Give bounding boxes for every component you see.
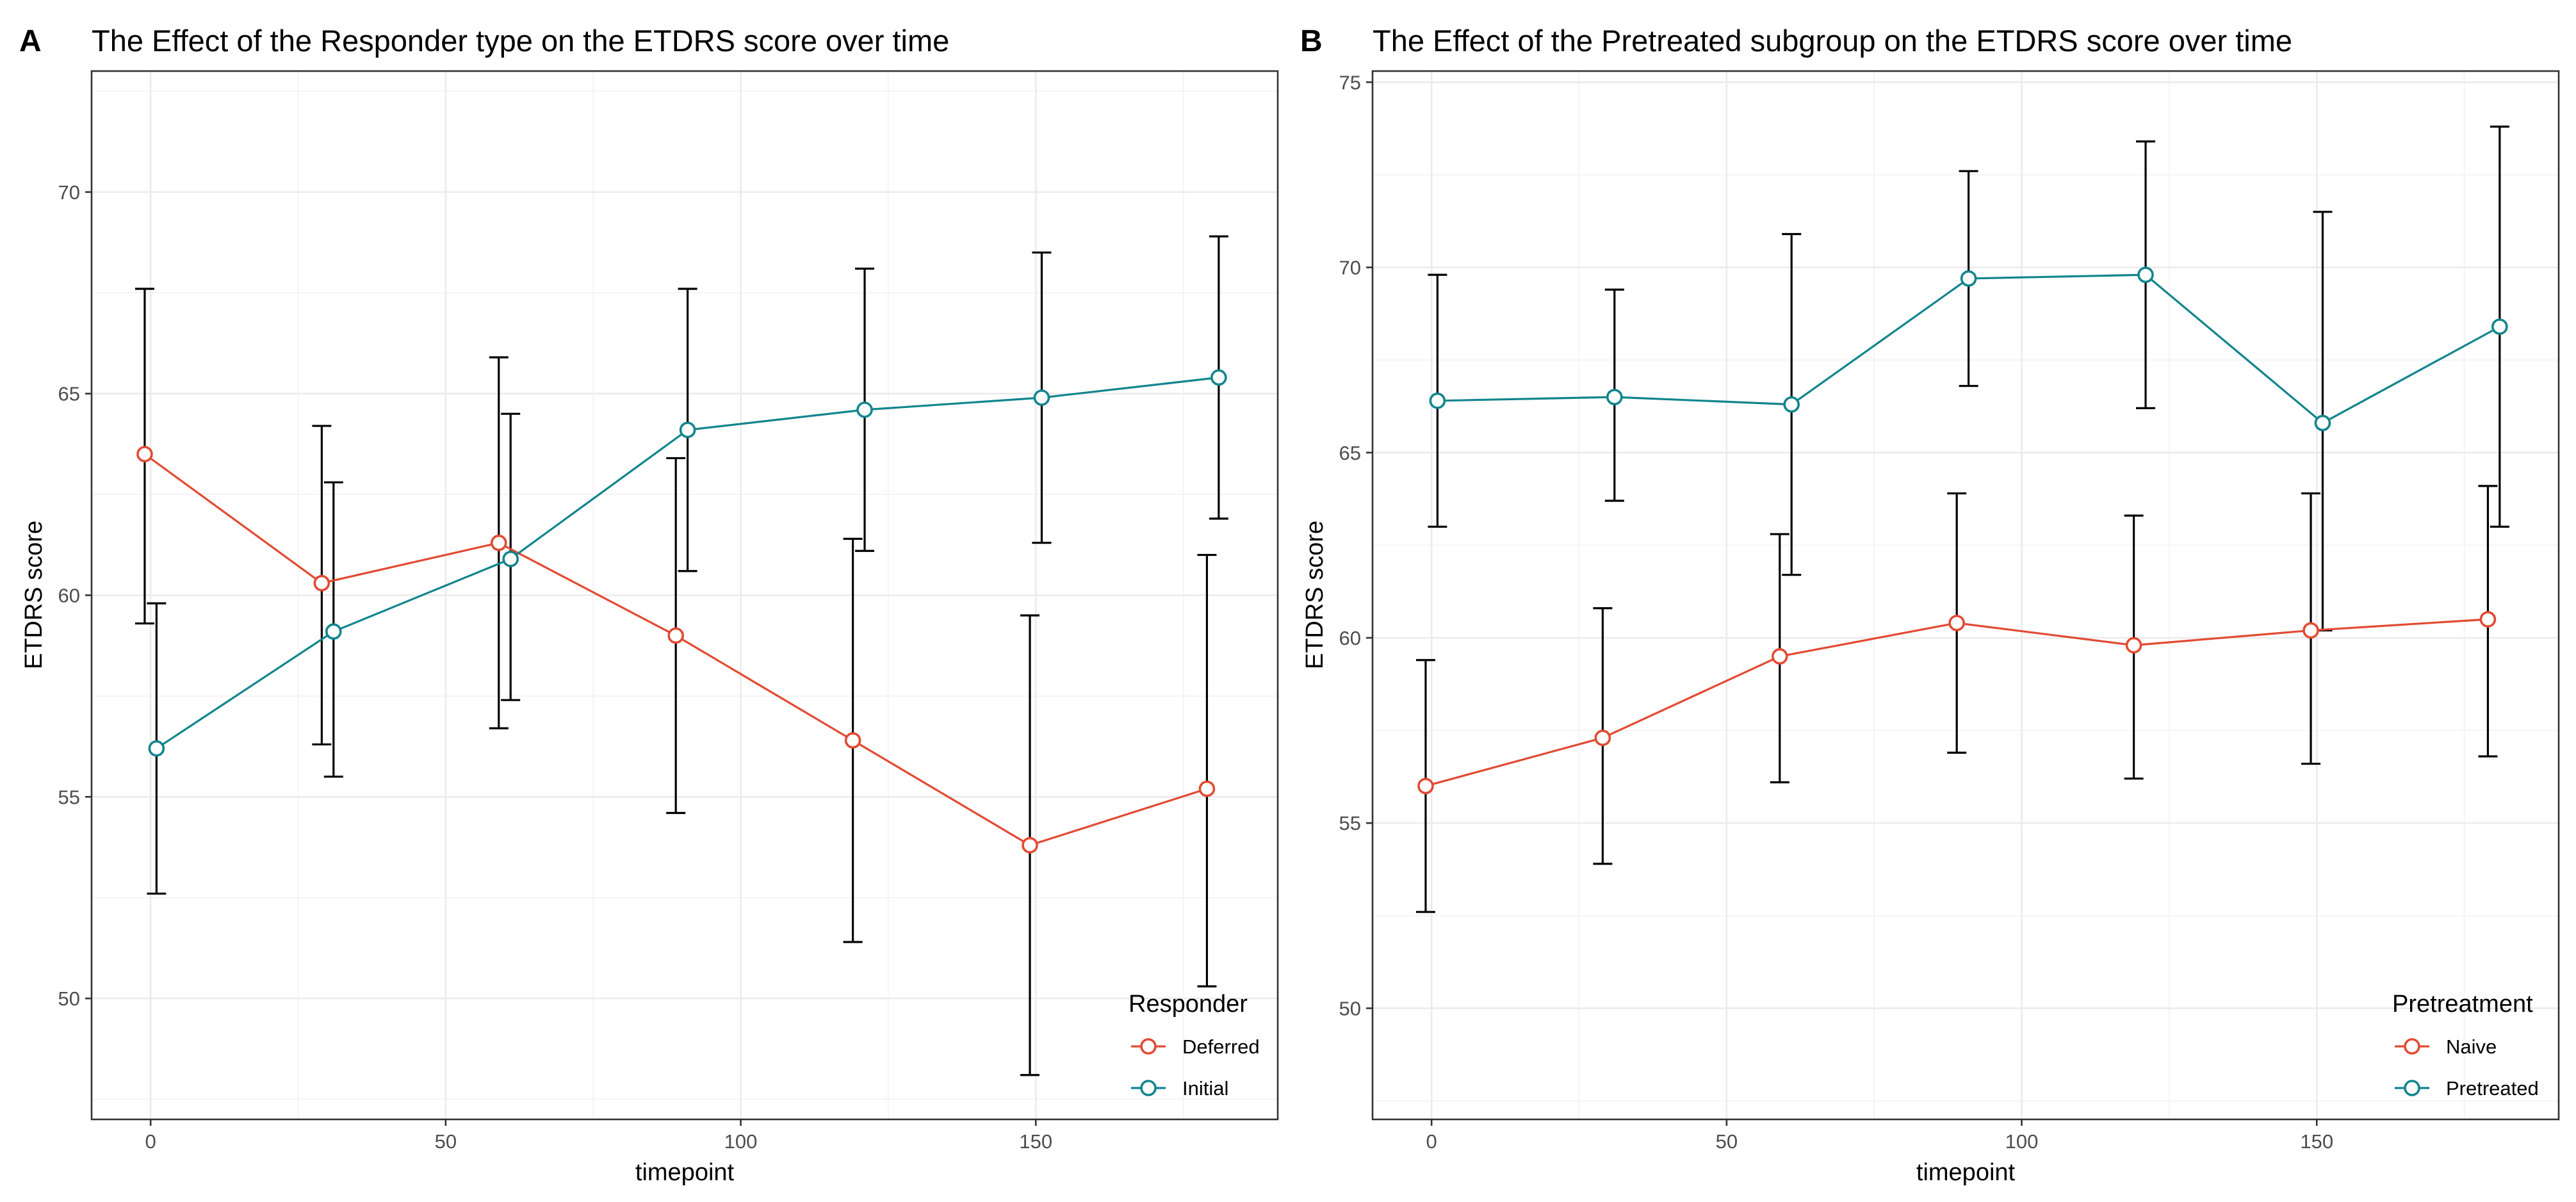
- data-point-deferred: [490, 534, 507, 551]
- y-tick-label: 60: [1339, 627, 1361, 649]
- data-point-initial: [856, 402, 873, 418]
- x-tick-label: 100: [2005, 1130, 2039, 1153]
- chart-panel-b: B The Effect of the Pretreated subgroup …: [1300, 24, 2560, 1186]
- chart-title: The Effect of the Responder type on the …: [92, 24, 949, 58]
- chart-panel-a: A The Effect of the Responder type on th…: [19, 24, 1279, 1186]
- legend: Pretreatment Naive Pretreated: [2392, 991, 2539, 1100]
- data-point-deferred: [844, 732, 861, 749]
- data-point-pretreated: [1783, 396, 1800, 413]
- y-tick-label: 55: [58, 786, 80, 808]
- data-point-deferred: [1198, 780, 1216, 797]
- data-point-naive: [1948, 615, 1965, 631]
- data-point-pretreated: [1429, 393, 1446, 409]
- x-tick-label: 150: [2300, 1130, 2333, 1153]
- data-point-deferred: [1022, 837, 1038, 854]
- grid: [92, 71, 1278, 1119]
- legend-title: Responder: [1129, 991, 1248, 1018]
- data-point-initial: [325, 623, 342, 640]
- y-tick-label: 75: [1339, 71, 1361, 93]
- grid: [1373, 71, 2559, 1119]
- legend-marker: [2404, 1080, 2420, 1096]
- legend-label: Deferred: [1182, 1036, 1260, 1058]
- data-point-initial: [502, 551, 519, 567]
- legend-label: Initial: [1182, 1077, 1228, 1100]
- data-point-initial: [148, 740, 165, 757]
- x-tick-label: 0: [1426, 1130, 1437, 1153]
- legend-item-deferred: Deferred: [1131, 1036, 1260, 1058]
- legend-item-naive: Naive: [2395, 1036, 2497, 1058]
- x-tick-label: 150: [1019, 1130, 1052, 1153]
- x-axis-title: timepoint: [635, 1159, 735, 1186]
- y-tick-label: 60: [58, 585, 80, 607]
- legend-title: Pretreatment: [2392, 991, 2533, 1018]
- x-tick-label: 0: [145, 1130, 156, 1153]
- series: [1415, 126, 2509, 913]
- data-point-pretreated: [1960, 270, 1977, 287]
- data-point-pretreated: [2314, 414, 2331, 432]
- data-point-naive: [2479, 611, 2497, 628]
- legend-item-pretreated: Pretreated: [2395, 1077, 2539, 1100]
- data-point-initial: [1033, 389, 1050, 406]
- y-tick-label: 55: [1339, 812, 1361, 834]
- y-tick-label: 50: [1339, 997, 1361, 1019]
- legend-label: Naive: [2446, 1036, 2497, 1058]
- x-tick-label: 50: [1716, 1130, 1738, 1153]
- series: [135, 235, 1228, 1076]
- legend-marker: [2404, 1038, 2420, 1055]
- data-point-pretreated: [2137, 266, 2154, 283]
- axes: 0 50 100 150 50 55 60 65 70: [58, 181, 1053, 1153]
- data-point-naive: [1771, 648, 1788, 665]
- legend-item-initial: Initial: [1131, 1077, 1228, 1100]
- data-point-initial: [1211, 369, 1227, 386]
- x-tick-label: 50: [435, 1130, 457, 1153]
- legend-marker: [1140, 1080, 1157, 1096]
- panel-label: A: [19, 24, 42, 58]
- y-tick-label: 65: [58, 383, 80, 405]
- y-axis-title: ETDRS score: [20, 521, 47, 669]
- data-point-deferred: [313, 574, 330, 592]
- y-axis-title: ETDRS score: [1301, 521, 1328, 669]
- x-axis-title: timepoint: [1916, 1159, 2016, 1186]
- legend-marker: [1140, 1038, 1157, 1055]
- data-point-pretreated: [2491, 318, 2508, 335]
- data-point-naive: [1594, 729, 1611, 747]
- data-point-deferred: [136, 446, 153, 462]
- chart-title: The Effect of the Pretreated subgroup on…: [1373, 24, 2292, 58]
- y-tick-label: 50: [58, 987, 80, 1010]
- legend-label: Pretreated: [2446, 1077, 2539, 1100]
- legend: Responder Deferred Initial: [1129, 991, 1260, 1100]
- axes: 0 50 100 150 50 55 60 65 70 75: [1339, 71, 2334, 1153]
- data-point-naive: [1417, 777, 1434, 795]
- data-point-naive: [2303, 622, 2319, 639]
- data-point-naive: [2125, 637, 2142, 654]
- y-tick-label: 65: [1339, 442, 1361, 464]
- data-point-pretreated: [1606, 389, 1623, 405]
- panel-label: B: [1300, 24, 1323, 58]
- y-tick-label: 70: [1339, 257, 1361, 279]
- plot-area-border: [1371, 70, 2560, 1121]
- data-point-initial: [679, 421, 696, 439]
- data-point-deferred: [667, 627, 684, 644]
- x-tick-label: 100: [724, 1130, 758, 1153]
- y-tick-label: 70: [58, 181, 80, 204]
